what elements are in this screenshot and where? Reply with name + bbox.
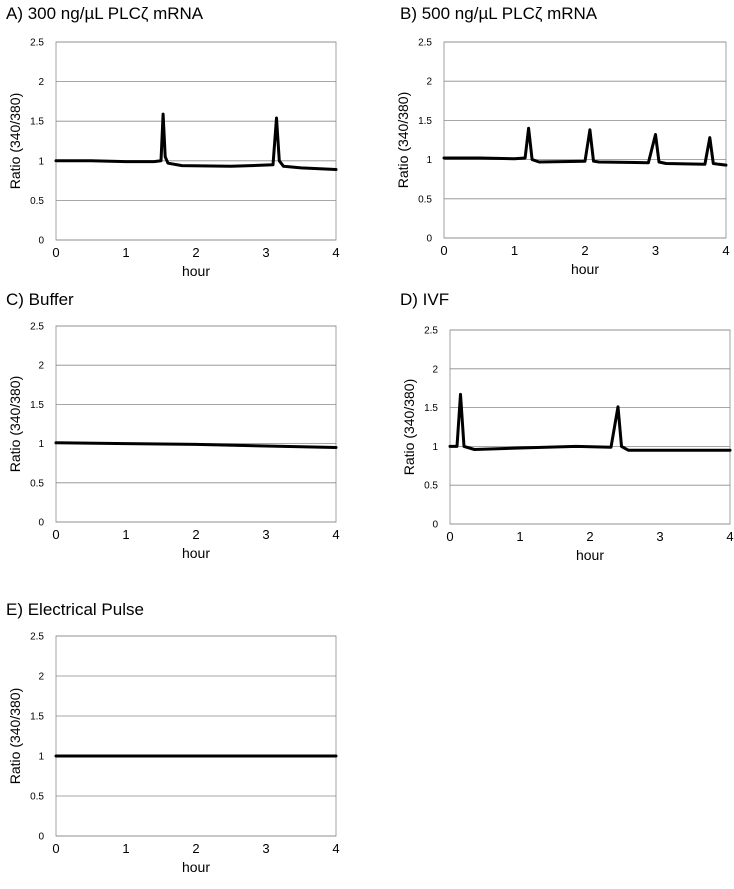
y-axis-label: Ratio (340/380) (401, 379, 417, 476)
x-axis-label: hour (576, 547, 604, 563)
x-tick-label: 2 (192, 245, 199, 260)
y-axis-label: Ratio (340/380) (7, 376, 23, 473)
panel-e: E) Electrical Pulse 0 0.5 1 1.5 2 2.5 0 1 2 3 4 hou… (0, 600, 350, 889)
x-tick-label: 2 (581, 243, 588, 258)
x-tick-label: 1 (516, 529, 523, 544)
y-tick-label: 1 (38, 156, 44, 167)
y-axis-label: Ratio (340/380) (7, 688, 23, 785)
plot-frame (55, 41, 337, 241)
y-axis-label: Ratio (340/380) (7, 93, 23, 190)
y-tick-label: 1 (432, 442, 438, 453)
x-tick-label: 2 (192, 841, 199, 856)
y-tick-label: 0 (432, 520, 438, 531)
y-tick-label: 1.5 (418, 116, 432, 127)
y-tick-label: 2.5 (30, 632, 44, 643)
panel-title: B) 500 ng/µL PLCζ mRNA (400, 4, 598, 23)
y-tick-label: 1.5 (424, 403, 438, 414)
plot-frame (443, 41, 727, 239)
y-axis-label: Ratio (340/380) (395, 92, 411, 189)
y-tick-label: 2 (38, 361, 44, 372)
x-tick-label: 0 (440, 243, 447, 258)
panel-title: A) 300 ng/µL PLCζ mRNA (6, 4, 204, 23)
x-tick-label: 0 (52, 527, 59, 542)
y-tick-label: 1.5 (30, 117, 44, 128)
y-tick-label: 2 (38, 672, 44, 683)
panel-b: B) 500 ng/µL PLCζ mRNA 0 0.5 1 1.5 2 2.5 0 1 2 3 4… (394, 0, 734, 290)
series-line (54, 112, 338, 171)
chart-a: 0 0.5 1 1.5 2 2.5 0 1 2 3 4 hour Ratio (340/380) (7, 38, 340, 280)
y-tick-label: 2 (426, 77, 432, 88)
panel-title: C) Buffer (6, 290, 74, 309)
x-axis-label: hour (182, 545, 210, 561)
x-tick-label: 0 (52, 245, 59, 260)
x-axis-label: hour (571, 261, 599, 277)
y-tick-label: 0 (38, 832, 44, 843)
x-tick-label: 3 (652, 243, 659, 258)
panel-c: C) Buffer 0 0.5 1 1.5 2 2.5 0 1 2 3 4 hour Ratio (34… (0, 290, 350, 580)
x-tick-label: 2 (586, 529, 593, 544)
x-tick-label: 1 (511, 243, 518, 258)
series-line (448, 392, 732, 452)
y-tick-label: 1.5 (30, 712, 44, 723)
x-tick-label: 1 (122, 527, 129, 542)
panel-title: E) Electrical Pulse (6, 600, 144, 619)
y-tick-label: 0 (426, 234, 432, 245)
y-tick-label: 2 (38, 77, 44, 88)
x-tick-label: 2 (192, 527, 199, 542)
y-tick-label: 2 (432, 364, 438, 375)
series-line (54, 441, 338, 449)
x-tick-label: 3 (262, 841, 269, 856)
panel-title: D) IVF (400, 290, 450, 309)
panel-a: A) 300 ng/µL PLCζ mRNA 0 0.5 1 1.5 2 2.5 0 1 2 3 4… (0, 0, 350, 290)
x-tick-label: 4 (722, 243, 729, 258)
y-tick-label: 0.5 (30, 196, 44, 207)
y-tick-label: 0.5 (418, 194, 432, 205)
y-tick-label: 1 (426, 155, 432, 166)
chart-c: 0 0.5 1 1.5 2 2.5 0 1 2 3 4 hour Ratio (340/380) (7, 322, 340, 562)
y-tick-label: 2.5 (418, 38, 432, 49)
y-tick-label: 2.5 (424, 326, 438, 337)
y-tick-label: 0 (38, 236, 44, 247)
x-axis-label: hour (182, 263, 210, 279)
x-tick-label: 0 (52, 841, 59, 856)
x-tick-label: 3 (656, 529, 663, 544)
x-tick-label: 1 (122, 245, 129, 260)
x-tick-label: 0 (446, 529, 453, 544)
y-tick-label: 1 (38, 752, 44, 763)
y-tick-label: 2.5 (30, 322, 44, 333)
panel-d: D) IVF 0 0.5 1 1.5 2 2.5 0 1 2 3 4 hour Ratio (340/3… (394, 290, 734, 580)
chart-d: 0 0.5 1 1.5 2 2.5 0 1 2 3 4 hour Ratio (340/380) (401, 326, 734, 564)
x-tick-label: 4 (726, 529, 733, 544)
x-tick-label: 3 (262, 245, 269, 260)
y-tick-label: 1 (38, 439, 44, 450)
chart-e: 0 0.5 1 1.5 2 2.5 0 1 2 3 4 hour Ratio (340/380) (7, 632, 340, 876)
chart-b: 0 0.5 1 1.5 2 2.5 0 1 2 3 4 hour Ratio (340/380) (395, 38, 730, 278)
series-line (442, 126, 728, 167)
y-tick-label: 0 (38, 518, 44, 529)
x-axis-label: hour (182, 859, 210, 875)
plot-frame (449, 329, 731, 525)
y-tick-label: 0.5 (424, 481, 438, 492)
y-tick-label: 0.5 (30, 792, 44, 803)
x-tick-label: 4 (332, 527, 339, 542)
x-tick-label: 3 (262, 527, 269, 542)
x-tick-label: 1 (122, 841, 129, 856)
y-tick-label: 0.5 (30, 478, 44, 489)
plot-frame (55, 635, 337, 837)
y-tick-label: 1.5 (30, 400, 44, 411)
x-tick-label: 4 (332, 245, 339, 260)
x-tick-label: 4 (332, 841, 339, 856)
y-tick-label: 2.5 (30, 38, 44, 49)
plot-frame (55, 325, 337, 523)
